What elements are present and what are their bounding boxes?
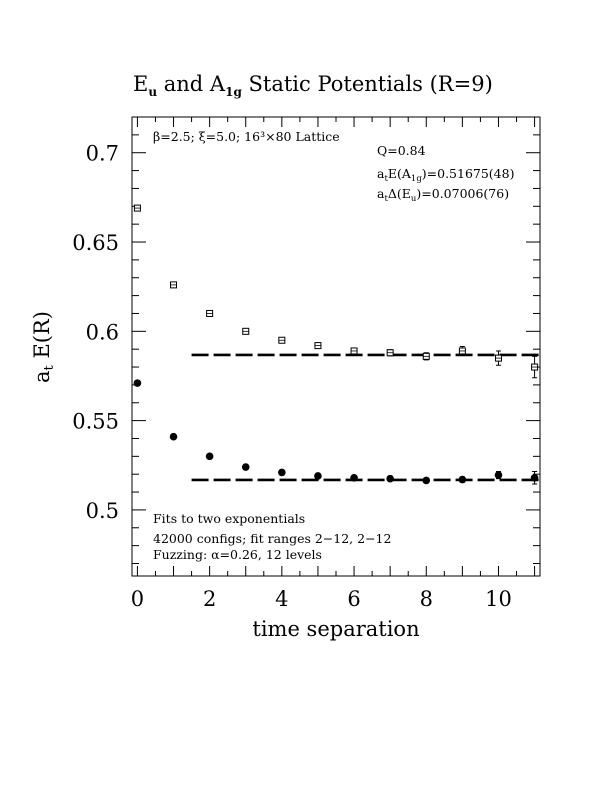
x-tick-label: 6 [347, 587, 360, 611]
data-point-circle [278, 468, 286, 477]
y-tick-label: 0.6 [86, 320, 119, 344]
x-axis-label: time separation [252, 617, 419, 641]
fit-lines [191, 353, 540, 482]
x-tick-label: 8 [420, 587, 433, 611]
data-point-circle [494, 471, 503, 479]
data-point-circle [241, 463, 250, 471]
x-tick-label: 4 [275, 587, 288, 611]
y-axis-label: at E(R) [30, 311, 57, 383]
y-tick-label: 0.7 [86, 142, 119, 166]
data-point-circle [133, 379, 142, 387]
data-point-circle [205, 452, 214, 461]
chart-title: Eu and A1g Static Potentials (R=9) [133, 72, 493, 99]
y-tick-label: 0.55 [72, 410, 119, 434]
y-tick-label: 0.65 [72, 231, 119, 255]
x-tick-label: 0 [131, 587, 144, 611]
energy-annotation: atE(A1g)=0.51675(48) [377, 166, 514, 184]
gap-annotation: atΔ(Eu)=0.07006(76) [377, 186, 509, 204]
axis-ticks [132, 116, 540, 576]
tick-labels: 0 2 4 6 8 10 0.5 0.55 0.6 0.65 0.7 [72, 142, 512, 611]
fit-description-line-1: Fits to two exponentials [153, 511, 305, 526]
lattice-annotation: β=2.5; ξ=5.0; 16³×80 Lattice [153, 129, 340, 144]
data-point-circle [350, 473, 358, 482]
y-tick-label: 0.5 [86, 499, 119, 523]
data-point-circle [422, 476, 431, 485]
fit-description-line-3: Fuzzing: α=0.26, 12 levels [153, 547, 322, 562]
data-point-circle [530, 473, 539, 482]
x-tick-label: 10 [485, 587, 512, 611]
data-point-circle [458, 475, 467, 484]
data-point-circle [314, 472, 322, 480]
x-tick-label: 2 [203, 587, 216, 611]
data-point-circle [169, 432, 178, 441]
data-point-circle [386, 474, 394, 483]
q-value-annotation: Q=0.84 [377, 143, 426, 158]
fit-description-line-2: 42000 configs; fit ranges 2−12, 2−12 [153, 531, 391, 546]
data-markers [133, 204, 539, 485]
